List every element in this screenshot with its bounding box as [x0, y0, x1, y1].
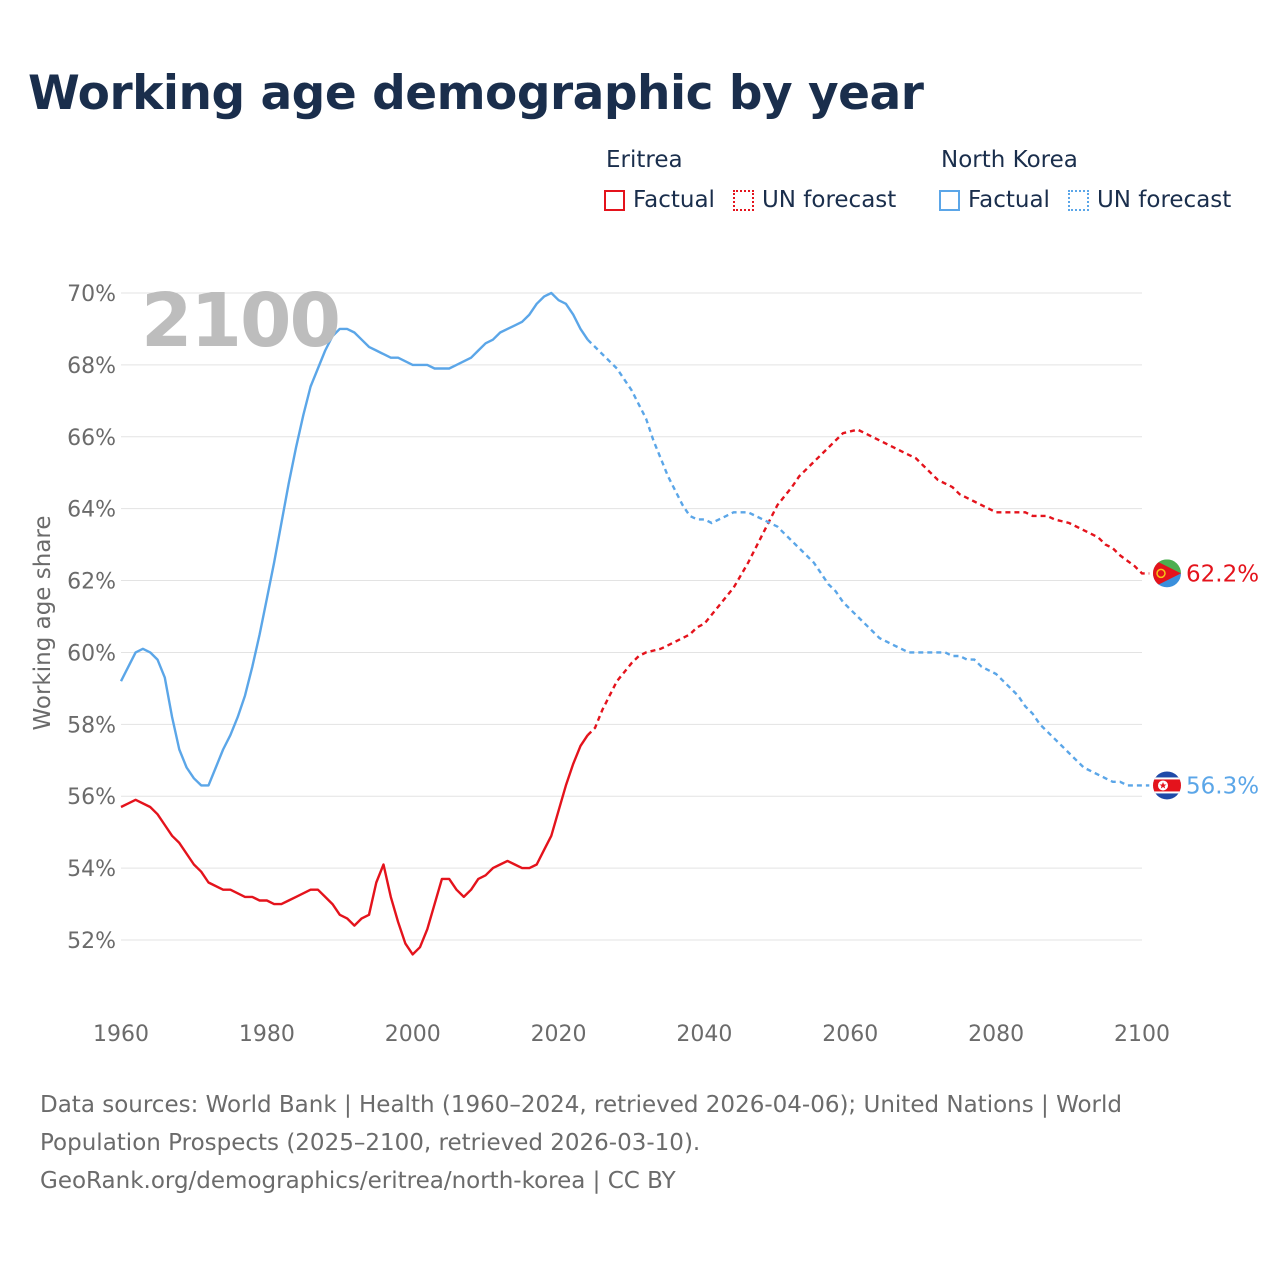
series-line-forecast [586, 428, 1150, 736]
footer: Data sources: World Bank | Health (1960–… [40, 1086, 1240, 1200]
x-tick-label: 1980 [239, 1022, 295, 1047]
x-tick-label: 2000 [385, 1022, 441, 1047]
legend-item-north-korea-factual[interactable]: Factual [939, 187, 1050, 213]
north-korea-flag-icon [1153, 771, 1181, 800]
solid-line-swatch-icon [604, 189, 625, 211]
chart-title: Working age demographic by year [28, 66, 924, 121]
legend-item-eritrea-forecast[interactable]: UN forecast [732, 187, 897, 213]
y-tick-label: 52% [67, 929, 116, 954]
legend-label: UN forecast [1096, 187, 1232, 213]
legend-group-name: North Korea [941, 147, 1078, 173]
legend-group-name: Eritrea [606, 147, 683, 173]
series-lines [119, 291, 1150, 956]
legend-eritrea: Eritrea Factual UN forecast [604, 146, 896, 213]
end-label-eritrea: 62.2% [1186, 561, 1259, 587]
legend-north-korea: North Korea Factual UN forecast [939, 146, 1231, 213]
legend-item-eritrea-factual[interactable]: Factual [604, 187, 715, 213]
axes: 52% 54% 56% 58% 60% 62% 64% 66% 68% 70% 1960 1980 20… [67, 282, 1170, 1047]
dotted-line-swatch-icon [1067, 189, 1089, 211]
series-line-factual [119, 291, 589, 787]
y-tick-label: 68% [67, 354, 116, 379]
legend-label: UN forecast [761, 187, 897, 213]
series-line-forecast [586, 338, 1150, 787]
legend-item-north-korea-forecast[interactable]: UN forecast [1067, 187, 1232, 213]
credit-link[interactable]: GeoRank.org/demographics/eritrea/north-k… [40, 1168, 676, 1194]
y-tick-label: 58% [67, 713, 116, 738]
gridlines [121, 292, 1142, 941]
y-tick-label: 54% [67, 857, 116, 882]
legend-label: Factual [633, 187, 715, 213]
y-tick-label: 64% [67, 498, 116, 523]
x-tick-label: 2100 [1114, 1022, 1170, 1047]
solid-line-swatch-icon [939, 189, 960, 211]
data-sources: Data sources: World Bank | Health (1960–… [40, 1092, 1122, 1156]
y-tick-label: 60% [67, 641, 116, 666]
y-tick-label: 56% [67, 785, 116, 810]
y-tick-label: 66% [67, 426, 116, 451]
y-tick-label: 62% [67, 570, 116, 595]
series-line-factual [120, 734, 589, 956]
y-tick-label: 70% [67, 282, 116, 307]
x-tick-label: 2020 [531, 1022, 587, 1047]
y-axis-label: Working age share [30, 515, 56, 730]
year-overlay: 2100 [141, 278, 341, 364]
line-chart: 52% 54% 56% 58% 60% 62% 64% 66% 68% 70% 1960 1980 20… [30, 282, 1259, 1047]
dotted-line-swatch-icon [732, 189, 754, 211]
x-tick-label: 2060 [822, 1022, 878, 1047]
eritrea-flag-icon [1153, 559, 1181, 588]
legend-label: Factual [968, 187, 1050, 213]
end-label-north-korea: 56.3% [1186, 773, 1259, 799]
x-tick-label: 2040 [676, 1022, 732, 1047]
x-tick-label: 2080 [968, 1022, 1024, 1047]
x-tick-label: 1960 [93, 1022, 149, 1047]
